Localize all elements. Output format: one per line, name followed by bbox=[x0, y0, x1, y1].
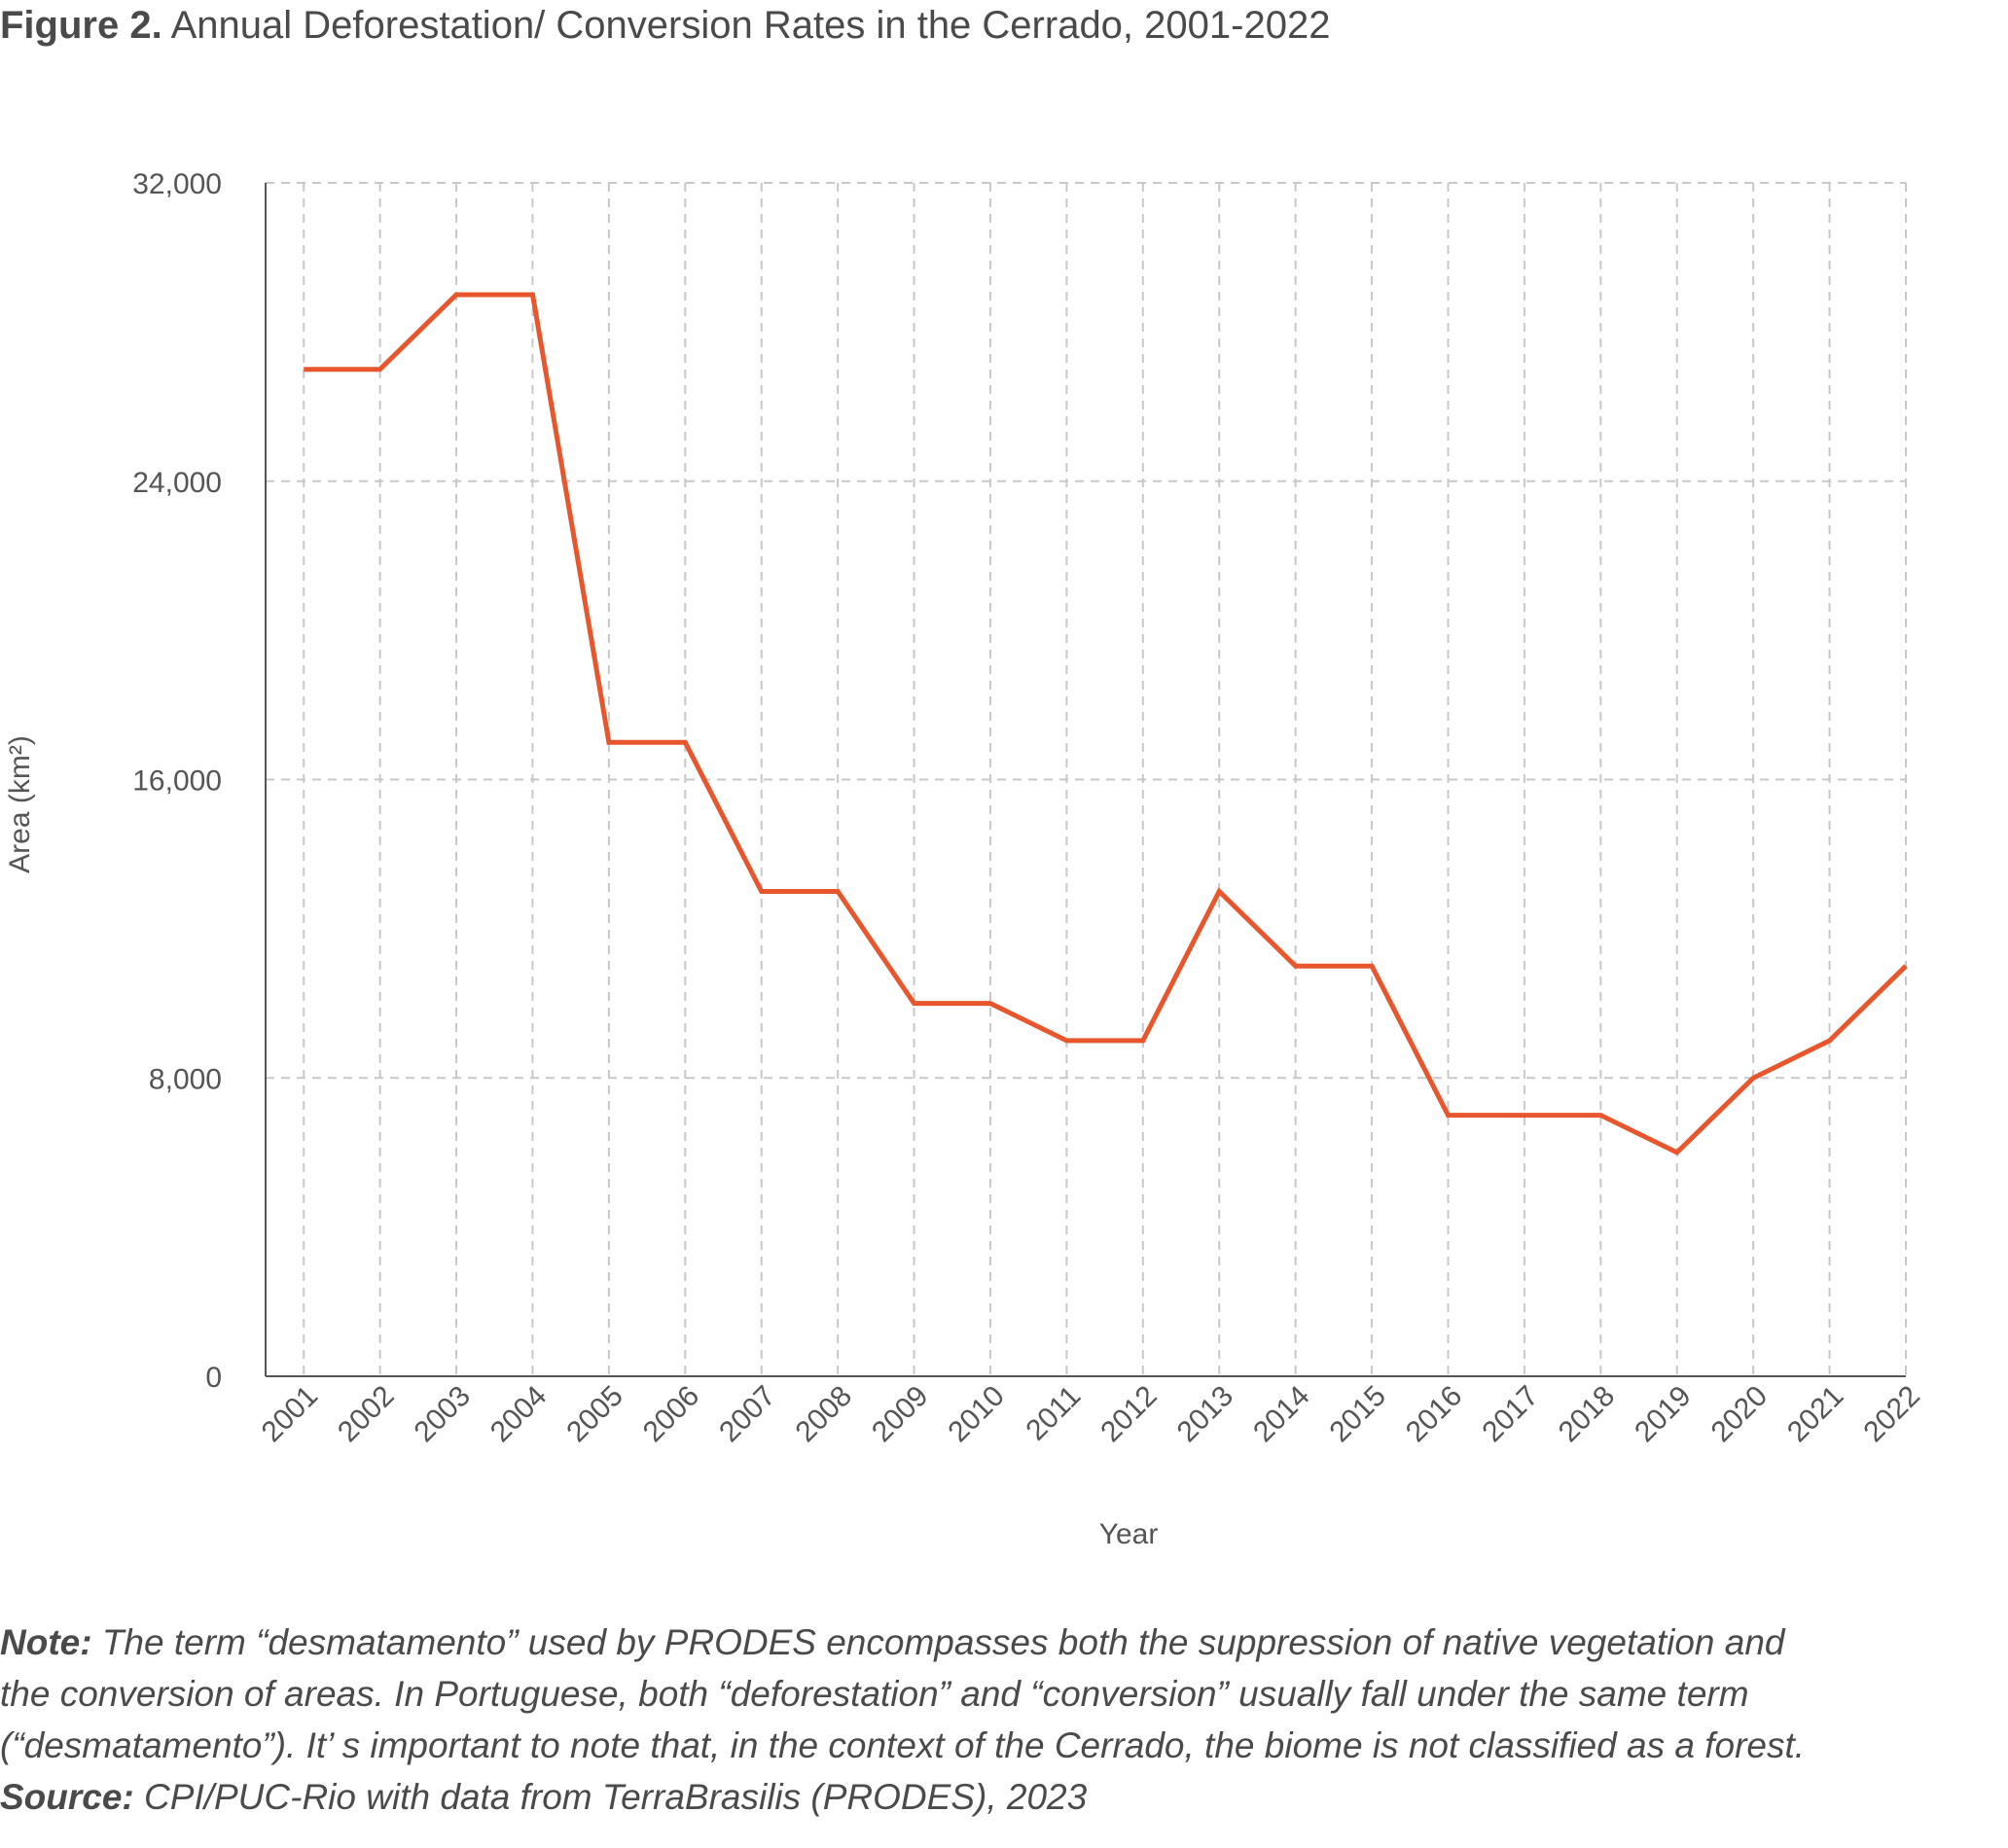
x-tick-label: 2001 bbox=[256, 1380, 325, 1449]
x-tick-label: 2018 bbox=[1553, 1380, 1622, 1449]
y-tick-labels: 0 8,000 16,000 24,000 32,000 bbox=[132, 168, 222, 1394]
notes-block: Note: The term “desmatamento” used by PR… bbox=[0, 1617, 1805, 1823]
x-tick-label: 2019 bbox=[1629, 1380, 1698, 1449]
figure-title: Figure 2. Annual Deforestation/ Conversi… bbox=[0, 0, 1330, 51]
x-tick-label: 2011 bbox=[1020, 1380, 1087, 1447]
x-tick-label: 2010 bbox=[942, 1380, 1011, 1449]
x-tick-label: 2006 bbox=[637, 1380, 706, 1449]
y-tick-label: 16,000 bbox=[132, 765, 222, 798]
x-tick-label: 2014 bbox=[1247, 1380, 1316, 1449]
y-tick-label: 8,000 bbox=[149, 1063, 222, 1095]
x-tick-label: 2003 bbox=[408, 1380, 477, 1449]
figure-caption: Annual Deforestation/ Conversion Rates i… bbox=[170, 4, 1331, 47]
series-line bbox=[304, 292, 1908, 1155]
x-tick-label: 2013 bbox=[1171, 1380, 1240, 1449]
note-label: Note: bbox=[0, 1622, 92, 1662]
x-tick-label: 2007 bbox=[713, 1380, 782, 1449]
x-tick-label: 2002 bbox=[332, 1380, 401, 1449]
x-tick-label: 2020 bbox=[1705, 1380, 1775, 1449]
note-line-2: the conversion of areas. In Portuguese, … bbox=[0, 1674, 1749, 1714]
x-tick-label: 2012 bbox=[1094, 1380, 1164, 1449]
y-tick-label: 32,000 bbox=[132, 168, 222, 200]
axes bbox=[265, 183, 1906, 1377]
x-tick-label: 2015 bbox=[1323, 1380, 1392, 1449]
figure-label: Figure 2. bbox=[0, 4, 162, 47]
x-tick-label: 2004 bbox=[484, 1380, 554, 1449]
note-text-1: The term “desmatamento” used by PRODES e… bbox=[101, 1622, 1785, 1662]
source-label: Source: bbox=[0, 1777, 134, 1817]
x-tick-label: 2008 bbox=[790, 1380, 859, 1449]
y-axis-title: Area (km²) bbox=[4, 735, 36, 873]
x-tick-label: 2005 bbox=[560, 1380, 629, 1449]
x-tick-label: 2009 bbox=[866, 1380, 935, 1449]
x-tick-labels: 2001 2002 2003 2004 2005 2006 2007 2008 2009 2010… bbox=[256, 1380, 1926, 1449]
note-line-1: Note: The term “desmatamento” used by PR… bbox=[0, 1617, 1805, 1668]
note-line-3: (“desmatamento”). It’ s important to not… bbox=[0, 1725, 1806, 1765]
x-tick-label: 2016 bbox=[1400, 1380, 1469, 1449]
x-axis-title: Year bbox=[1099, 1518, 1159, 1550]
source-line: Source: CPI/PUC-Rio with data from Terra… bbox=[0, 1771, 1805, 1823]
x-tick-label: 2017 bbox=[1476, 1380, 1545, 1449]
source-text: CPI/PUC-Rio with data from TerraBrasilis… bbox=[144, 1777, 1088, 1817]
grid-lines bbox=[266, 182, 1907, 1376]
x-tick-label: 2022 bbox=[1857, 1380, 1926, 1449]
x-tick-label: 2021 bbox=[1781, 1380, 1850, 1449]
y-tick-label: 0 bbox=[205, 1362, 222, 1394]
y-tick-label: 24,000 bbox=[132, 467, 222, 499]
